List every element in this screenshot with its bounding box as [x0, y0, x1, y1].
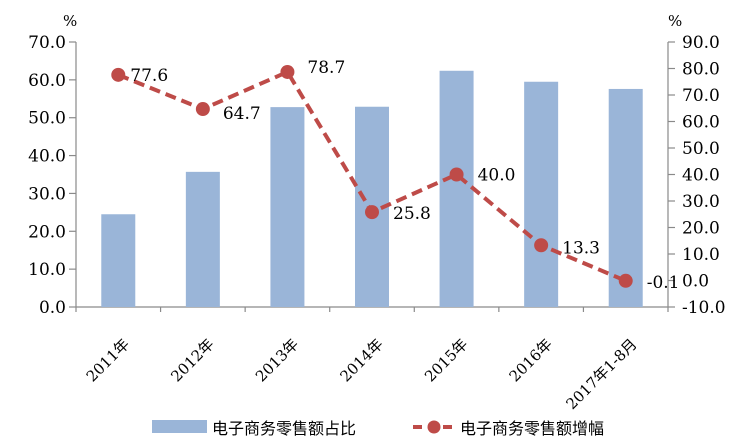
line-marker	[280, 64, 295, 79]
x-axis-labels: 2011年 2012年 2013年 2014年 2015年 2016年 2017年1-8月	[83, 335, 641, 413]
x-axis-category-label: 2016年	[506, 335, 556, 385]
legend: 电子商务零售额占比 电子商务零售额增幅	[152, 419, 604, 438]
data-label: 77.6	[130, 66, 168, 86]
line-marker	[111, 67, 126, 82]
legend-line-marker-icon	[427, 420, 441, 434]
right-axis-tick-label: 60.0	[682, 113, 720, 133]
bar	[608, 88, 643, 307]
line-marker	[534, 238, 549, 253]
data-label: 78.7	[307, 58, 345, 78]
left-axis-tick-label: 10.0	[28, 260, 66, 280]
x-axis-category-label: 2011年	[83, 335, 133, 385]
x-axis-category-label: 2012年	[167, 335, 217, 385]
right-axis-tick-label: 20.0	[682, 219, 720, 239]
bar	[524, 81, 559, 307]
x-axis-category-label: 2013年	[252, 335, 302, 385]
data-label: 13.3	[562, 238, 600, 258]
right-axis-tick-label: 40.0	[682, 166, 720, 186]
right-axis-tick-label: 50.0	[682, 139, 720, 159]
bar	[101, 214, 136, 307]
line-marker	[449, 167, 464, 182]
left-axis-unit-label: %	[63, 12, 77, 30]
line-marker	[195, 102, 210, 117]
left-axis-tick-label: 0.0	[39, 298, 66, 318]
right-axis-tick-label: 10.0	[682, 245, 720, 265]
legend-line-label: 电子商务零售额增幅	[460, 419, 604, 438]
left-axis-tick-label: 60.0	[28, 71, 66, 91]
left-axis-tick-label: 50.0	[28, 109, 66, 129]
right-axis-tick-label: 70.0	[682, 86, 720, 106]
x-axis-category-label: 2017年1-8月	[563, 335, 641, 413]
line-marker	[365, 205, 379, 220]
x-axis-category-label: 2014年	[336, 335, 386, 385]
x-axis-category-label: 2015年	[421, 335, 471, 385]
right-axis-unit-label: %	[668, 12, 682, 30]
right-axis-tick-label: 0.0	[682, 272, 709, 292]
right-axis-tick-label: 30.0	[682, 192, 720, 212]
right-axis-tick-label: 90.0	[682, 33, 720, 53]
data-label: 64.7	[223, 104, 261, 124]
line-series	[111, 64, 633, 288]
left-axis-tick-label: 70.0	[28, 33, 66, 53]
data-labels: 77.6 64.7 78.7 25.8 40.0 13.3 -0.1	[130, 58, 679, 293]
right-axis-tick-label: 80.0	[682, 60, 720, 80]
left-axis-tick-label: 20.0	[28, 222, 66, 242]
line-marker	[618, 273, 633, 288]
legend-bar-label: 电子商务零售额占比	[212, 419, 356, 438]
data-label: -0.1	[647, 273, 680, 293]
bar	[270, 107, 305, 307]
data-label: 40.0	[478, 166, 516, 186]
bar	[439, 70, 474, 308]
data-label: 25.8	[393, 204, 431, 224]
left-axis-tick-label: 30.0	[28, 184, 66, 204]
bar	[185, 171, 220, 307]
left-axis-tick-label: 40.0	[28, 147, 66, 167]
axes: 0.0 10.0 20.0 30.0 40.0 50.0 60.0 70.0 -10.0 0.0 1…	[28, 33, 725, 318]
bar-series	[101, 70, 643, 308]
right-axis-tick-label: -10.0	[682, 298, 726, 318]
legend-bar-swatch	[152, 420, 207, 433]
